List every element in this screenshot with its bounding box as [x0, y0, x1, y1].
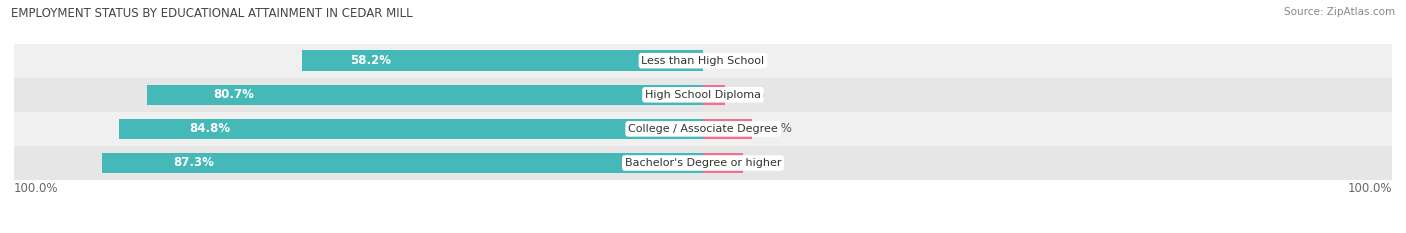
Bar: [302, 51, 703, 71]
Bar: [703, 153, 742, 173]
Text: 0.0%: 0.0%: [713, 54, 742, 67]
Text: 80.7%: 80.7%: [214, 88, 254, 101]
Text: 100.0%: 100.0%: [14, 182, 59, 195]
Text: High School Diploma: High School Diploma: [645, 90, 761, 100]
Text: Less than High School: Less than High School: [641, 56, 765, 66]
Text: EMPLOYMENT STATUS BY EDUCATIONAL ATTAINMENT IN CEDAR MILL: EMPLOYMENT STATUS BY EDUCATIONAL ATTAINM…: [11, 7, 413, 20]
Bar: [118, 119, 703, 139]
Bar: [14, 112, 1392, 146]
Bar: [14, 44, 1392, 78]
Text: 87.3%: 87.3%: [174, 157, 215, 169]
Text: 84.8%: 84.8%: [188, 122, 231, 135]
Text: 3.2%: 3.2%: [735, 88, 765, 101]
Text: 7.1%: 7.1%: [762, 122, 792, 135]
Text: College / Associate Degree: College / Associate Degree: [628, 124, 778, 134]
Text: 58.2%: 58.2%: [350, 54, 391, 67]
Bar: [14, 78, 1392, 112]
Bar: [703, 85, 725, 105]
Bar: [703, 119, 752, 139]
Text: Bachelor's Degree or higher: Bachelor's Degree or higher: [624, 158, 782, 168]
Bar: [148, 85, 703, 105]
Bar: [14, 146, 1392, 180]
Text: 100.0%: 100.0%: [1347, 182, 1392, 195]
Text: Source: ZipAtlas.com: Source: ZipAtlas.com: [1284, 7, 1395, 17]
Bar: [101, 153, 703, 173]
Text: 5.8%: 5.8%: [754, 157, 783, 169]
